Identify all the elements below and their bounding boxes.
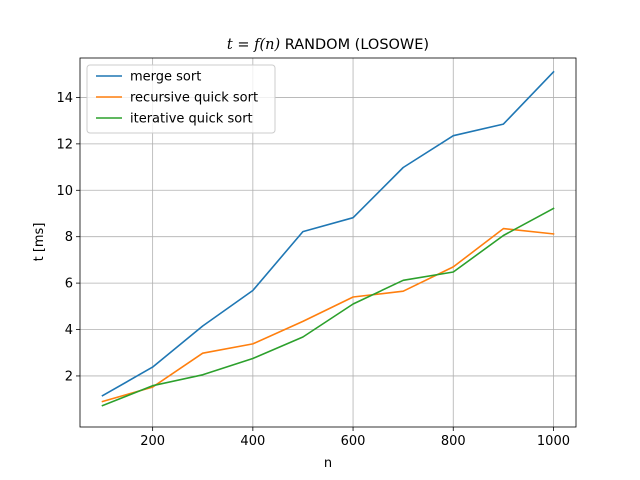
chart-title: t = f(n) RANDOM (LOSOWE) (227, 37, 429, 53)
legend-label-iterative-quick-sort: iterative quick sort (130, 112, 253, 127)
legend-label-recursive-quick-sort: recursive quick sort (130, 91, 258, 106)
chart-title-suffix: RANDOM (LOSOWE) (280, 37, 429, 53)
y-tick-label: 10 (56, 184, 73, 199)
x-tick-label: 200 (140, 434, 165, 449)
x-tick-label: 1000 (537, 434, 570, 449)
axis-ticks: 200 400 600 800 1000 2 4 6 8 10 12 14 (56, 91, 570, 449)
series-line-recursive-quick-sort (101, 227, 555, 403)
x-axis-label: n (324, 456, 332, 471)
y-axis-label: t [ms] (32, 223, 47, 262)
legend-label-merge-sort: merge sort (130, 70, 201, 85)
chart-title-formula: t = f(n) (227, 37, 280, 53)
legend: merge sort recursive quick sort iterative … (86, 64, 276, 134)
series-line-merge-sort (101, 70, 555, 397)
legend-box (86, 64, 276, 134)
y-tick-label: 4 (65, 323, 73, 338)
y-tick-label: 6 (65, 277, 73, 292)
series-lines (101, 70, 555, 407)
x-tick-label: 400 (240, 434, 265, 449)
y-tick-label: 14 (56, 91, 73, 106)
y-tick-label: 12 (56, 137, 73, 152)
grid (80, 58, 576, 427)
x-tick-label: 600 (341, 434, 366, 449)
x-tick-label: 800 (441, 434, 466, 449)
y-tick-label: 2 (65, 369, 73, 384)
series-line-iterative-quick-sort (101, 207, 555, 407)
y-tick-label: 8 (65, 230, 73, 245)
plot-area-frame (79, 57, 577, 428)
